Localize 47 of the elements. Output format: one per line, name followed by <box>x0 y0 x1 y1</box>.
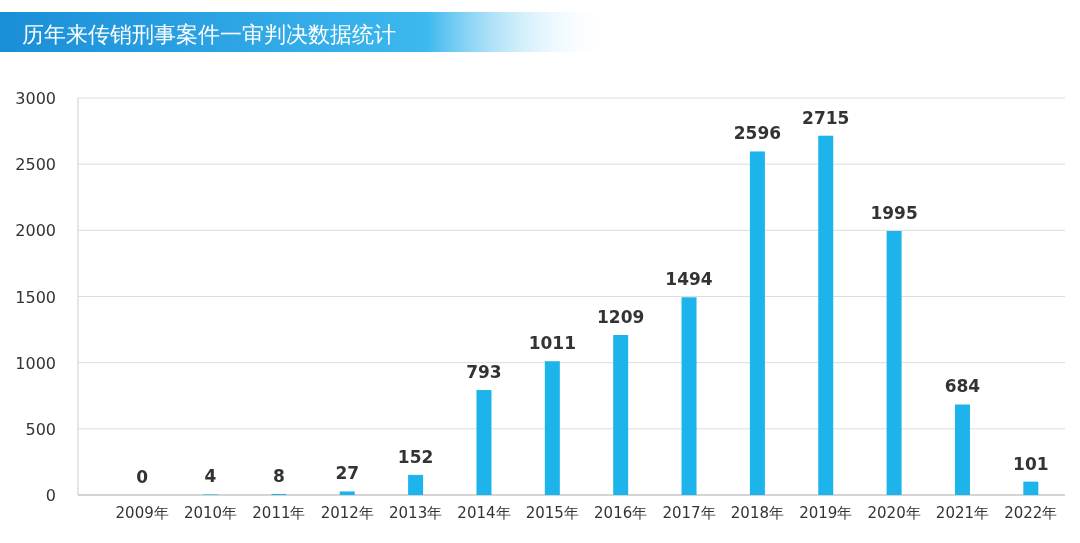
y-tick-label: 2000 <box>15 221 56 241</box>
x-tick-label: 2016年 <box>594 504 648 522</box>
data-label: 27 <box>335 463 360 484</box>
y-tick-label: 500 <box>25 419 56 439</box>
data-label: 1494 <box>665 269 713 290</box>
x-tick-label: 2020年 <box>867 504 921 522</box>
data-label: 101 <box>1013 453 1049 474</box>
x-tick-label: 2011年 <box>252 504 306 522</box>
bar <box>408 474 424 495</box>
data-label: 152 <box>397 446 434 467</box>
data-label: 2715 <box>802 107 850 128</box>
x-tick-label: 2010年 <box>183 504 238 522</box>
bar <box>1023 481 1039 495</box>
bar <box>749 151 765 495</box>
bar <box>954 404 970 495</box>
bar <box>544 361 560 495</box>
data-label: 8 <box>272 465 285 486</box>
data-label: 1209 <box>597 307 645 328</box>
x-tick-label: 2019年 <box>799 504 853 522</box>
x-tick-label: 2018年 <box>730 504 784 522</box>
y-tick-label: 3000 <box>15 89 56 108</box>
y-tick-label: 1000 <box>15 353 56 373</box>
bar <box>339 491 355 495</box>
bar <box>681 297 697 495</box>
y-tick-label: 1500 <box>15 287 56 307</box>
y-tick-label: 2500 <box>15 155 56 175</box>
chart-title: 历年来传销刑事案件一审判决数据统计 <box>22 22 396 47</box>
data-label: 2596 <box>733 123 782 144</box>
bar <box>886 231 902 495</box>
data-label: 793 <box>466 362 502 383</box>
x-tick-label: 2022年 <box>1004 504 1058 522</box>
x-tick-label: 2014年 <box>457 504 511 522</box>
y-tick-label: 0 <box>45 486 56 505</box>
bar <box>476 390 492 495</box>
x-tick-label: 2015年 <box>525 504 579 522</box>
data-label: 684 <box>944 376 981 397</box>
x-tick-label: 2017年 <box>662 504 716 522</box>
data-label: 1011 <box>528 333 576 354</box>
x-tick-label: 2013年 <box>389 504 443 522</box>
x-tick-label: 2012年 <box>320 504 374 522</box>
data-label: 1995 <box>870 202 918 223</box>
data-label: 0 <box>136 467 149 487</box>
bar <box>818 135 834 495</box>
x-tick-label: 2021年 <box>935 504 990 522</box>
x-tick-label: 2009年 <box>115 504 169 522</box>
bar <box>613 335 629 495</box>
data-label: 4 <box>204 466 217 487</box>
